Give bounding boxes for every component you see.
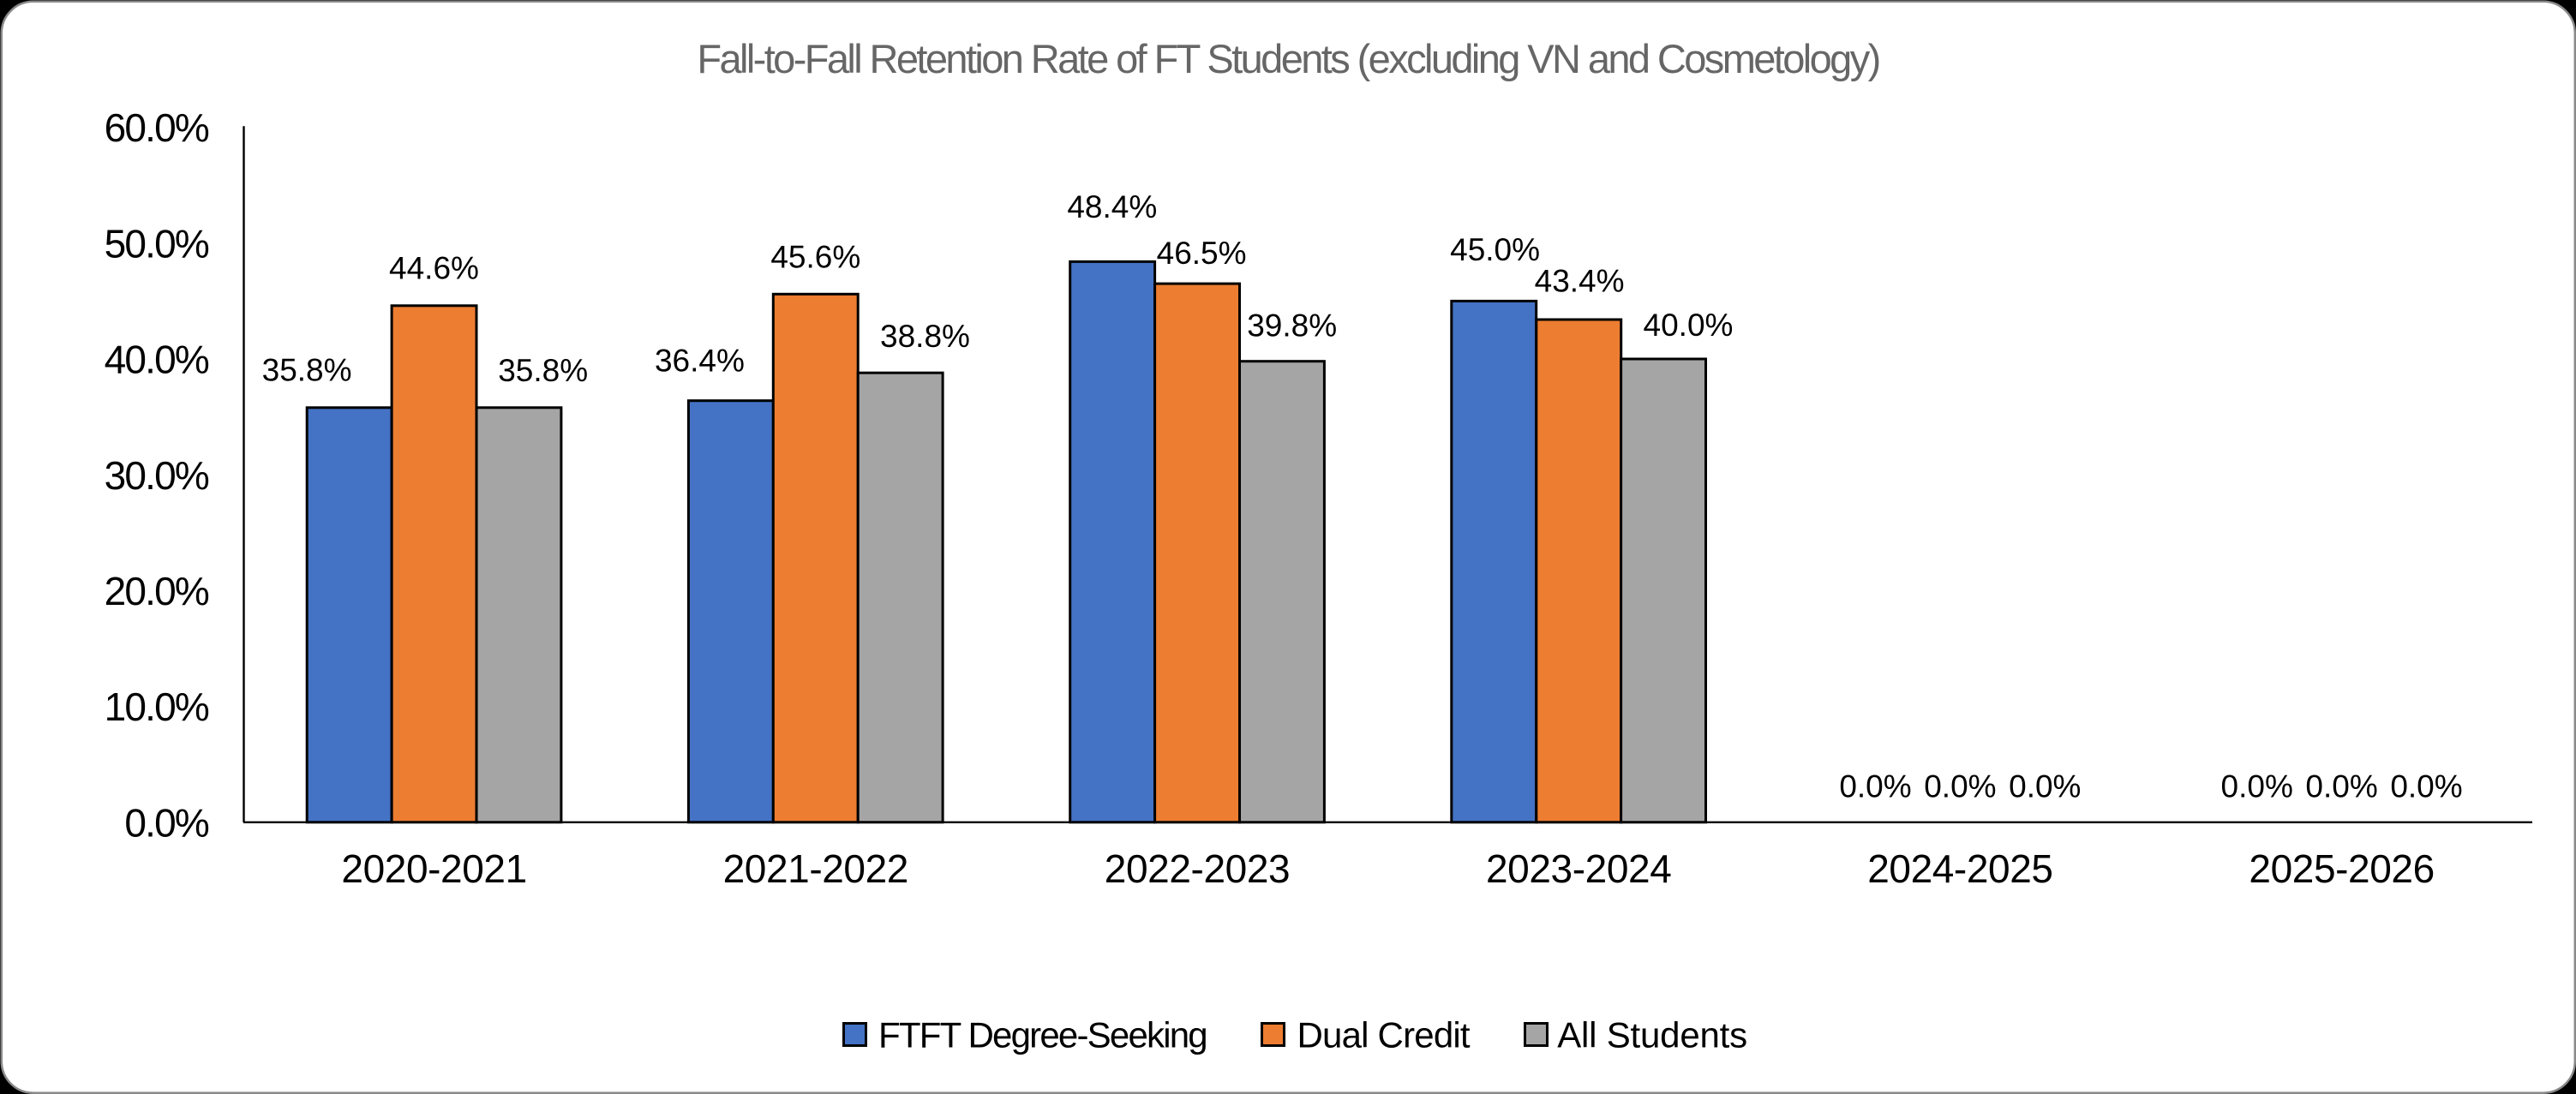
svg-text:40.0%: 40.0%	[1644, 308, 1734, 343]
svg-text:35.8%: 35.8%	[498, 353, 588, 388]
svg-text:0.0%: 0.0%	[2390, 769, 2462, 804]
svg-text:2020-2021: 2020-2021	[341, 846, 526, 891]
svg-text:0.0%: 0.0%	[2221, 769, 2293, 804]
svg-text:50.0%: 50.0%	[105, 221, 209, 266]
svg-text:2024-2025: 2024-2025	[1867, 846, 2052, 891]
svg-text:20.0%: 20.0%	[105, 569, 209, 613]
svg-text:10.0%: 10.0%	[105, 684, 209, 729]
svg-text:Fall-to-Fall Retention Rate of: Fall-to-Fall Retention Rate of FT Studen…	[697, 36, 1878, 81]
svg-text:45.0%: 45.0%	[1450, 232, 1540, 267]
svg-text:46.5%: 46.5%	[1157, 236, 1247, 271]
svg-text:2023-2024: 2023-2024	[1486, 846, 1671, 891]
svg-text:30.0%: 30.0%	[105, 453, 209, 498]
svg-text:40.0%: 40.0%	[105, 338, 209, 382]
svg-text:Dual Credit: Dual Credit	[1297, 1014, 1471, 1055]
svg-text:36.4%: 36.4%	[655, 344, 745, 379]
svg-text:44.6%: 44.6%	[389, 251, 479, 286]
svg-text:All Students: All Students	[1557, 1014, 1747, 1055]
svg-text:2022-2023: 2022-2023	[1105, 846, 1290, 891]
svg-text:2025-2026: 2025-2026	[2249, 846, 2434, 891]
svg-text:2021-2022: 2021-2022	[723, 846, 908, 891]
svg-text:43.4%: 43.4%	[1535, 263, 1625, 298]
svg-text:39.8%: 39.8%	[1247, 308, 1337, 343]
svg-text:0.0%: 0.0%	[1839, 769, 1911, 804]
svg-text:48.4%: 48.4%	[1067, 189, 1157, 224]
svg-text:38.8%: 38.8%	[880, 319, 970, 354]
svg-text:45.6%: 45.6%	[770, 240, 860, 275]
svg-text:0.0%: 0.0%	[1924, 769, 1996, 804]
svg-text:0.0%: 0.0%	[124, 800, 209, 845]
svg-text:60.0%: 60.0%	[105, 105, 209, 150]
svg-text:35.8%: 35.8%	[262, 353, 352, 388]
svg-text:0.0%: 0.0%	[2305, 769, 2377, 804]
svg-text:0.0%: 0.0%	[2009, 769, 2081, 804]
svg-text:FTFT Degree-Seeking: FTFT Degree-Seeking	[878, 1014, 1207, 1055]
